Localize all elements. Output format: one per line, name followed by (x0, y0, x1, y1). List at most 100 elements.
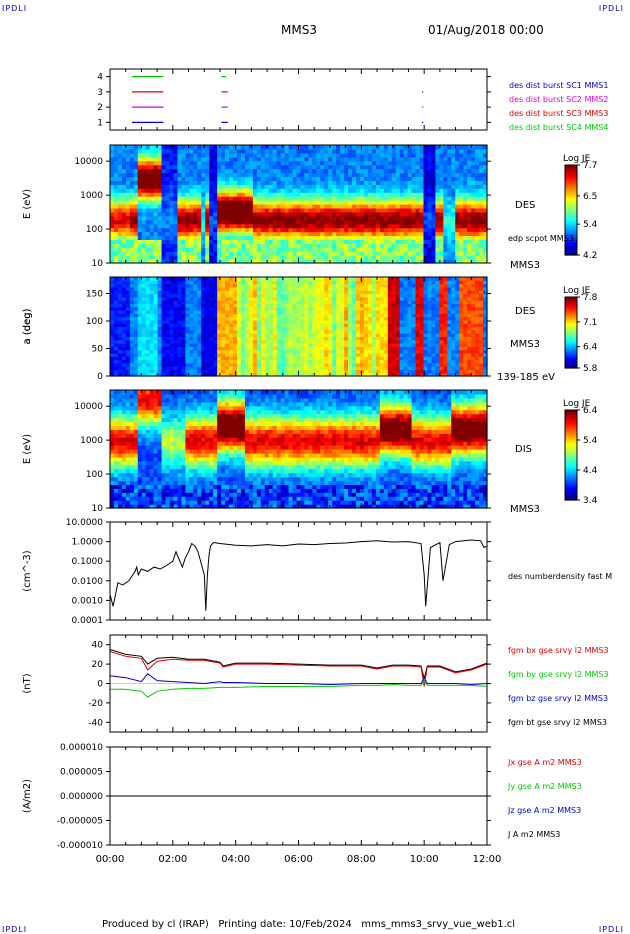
des-energy-pixel (296, 164, 302, 170)
des-pitch-pixel (185, 346, 190, 351)
des-energy-pixel (272, 239, 278, 244)
des-energy-pixel (201, 168, 206, 174)
des-pitch-pixel (137, 326, 143, 331)
des-pitch-pixel (280, 346, 286, 351)
des-energy-pixel (459, 164, 464, 170)
des-pitch-pixel (189, 366, 194, 370)
des-energy-pixel (141, 204, 147, 209)
des-energy-pixel (161, 172, 167, 178)
des-energy-pixel (236, 219, 242, 225)
des-energy-pixel (324, 243, 329, 248)
des-pitch-pixel (133, 296, 139, 301)
des-energy-pixel (475, 164, 480, 170)
des-energy-pixel (455, 152, 460, 158)
des-energy-pixel (447, 156, 452, 162)
des-energy-pixel (121, 156, 127, 162)
des-energy-pixel (411, 243, 417, 248)
des-energy-pixel (201, 255, 206, 260)
des-pitch-pixel (296, 306, 302, 311)
des-pitch-pixel (292, 293, 298, 298)
des-pitch-pixel (363, 310, 369, 314)
des-pitch-pixel (117, 362, 123, 367)
des-energy-pixel (110, 188, 115, 193)
des-pitch-pixel (356, 293, 361, 298)
des-energy-pixel (316, 145, 321, 150)
des-pitch-pixel (288, 306, 294, 311)
des-pitch-pixel (121, 339, 127, 344)
des-energy-pixel (225, 215, 230, 221)
des-energy-pixel (475, 176, 480, 181)
des-energy-pixel (248, 172, 254, 178)
des-energy-pixel (213, 219, 218, 225)
des-energy-pixel (110, 215, 115, 221)
des-energy-pixel (280, 200, 286, 205)
des-pitch-pixel (240, 290, 246, 295)
des-pitch-pixel (149, 339, 155, 344)
des-pitch-pixel (169, 329, 175, 334)
des-energy-pixel (233, 200, 238, 205)
des-pitch-pixel (360, 346, 365, 351)
des-energy-pixel (447, 168, 452, 174)
des-pitch-pixel (181, 323, 186, 328)
des-energy-pixel (129, 168, 135, 174)
des-energy-pixel (379, 235, 385, 240)
des-pitch-pixel (205, 336, 210, 341)
des-energy-pixel (288, 180, 294, 185)
des-pitch-pixel (221, 346, 226, 351)
des-energy-pixel (256, 184, 262, 189)
des-energy-pixel (312, 184, 317, 189)
des-energy-pixel (407, 164, 413, 170)
des-pitch-pixel (177, 319, 183, 324)
des-energy-pixel (348, 152, 353, 158)
des-pitch-pixel (129, 339, 135, 344)
des-energy-pixel (252, 152, 258, 158)
des-energy-pixel (169, 148, 175, 154)
des-energy-pixel (181, 231, 186, 237)
des-energy-pixel (141, 164, 147, 170)
des-pitch-pixel (276, 362, 282, 367)
des-energy-pixel (367, 231, 373, 237)
des-pitch-pixel (229, 343, 234, 347)
des-pitch-pixel (213, 372, 218, 377)
des-pitch-pixel (113, 366, 119, 370)
des-energy-pixel (344, 172, 349, 178)
des-pitch-pixel (280, 369, 286, 374)
des-pitch-pixel (213, 333, 218, 337)
des-pitch-pixel (292, 303, 298, 308)
des-energy-pixel (344, 231, 349, 237)
des-pitch-pixel (209, 346, 214, 351)
des-energy-pixel (252, 200, 258, 205)
des-energy-pixel (427, 255, 433, 260)
des-energy-pixel (113, 188, 119, 193)
des-energy-colorbar-cell (565, 241, 577, 245)
des-energy-pixel (260, 223, 266, 229)
des-energy-pixel (348, 219, 353, 225)
des-energy-pixel (427, 148, 433, 154)
des-pitch-pixel (288, 333, 294, 337)
des-energy-pixel (340, 259, 345, 264)
des-pitch-pixel (284, 369, 290, 374)
des-pitch-pixel (110, 319, 115, 324)
des-energy-pixel (344, 251, 349, 256)
des-energy-pixel (332, 196, 337, 201)
des-pitch-pixel (340, 343, 345, 347)
des-energy-pixel (399, 184, 405, 189)
des-pitch-pixel (300, 277, 306, 281)
des-energy-pixel (411, 192, 417, 197)
des-pitch-pixel (324, 333, 329, 337)
des-pitch-pixel (304, 313, 310, 318)
des-energy-pixel (483, 223, 488, 229)
des-pitch-pixel (185, 323, 190, 328)
des-energy-pixel (252, 145, 258, 150)
des-pitch-pixel (276, 296, 282, 301)
des-pitch-pixel (264, 352, 270, 357)
des-energy-pixel (340, 227, 345, 233)
des-energy-pixel (340, 196, 345, 201)
des-pitch-pixel (348, 333, 353, 337)
des-pitch-pixel (221, 286, 226, 291)
des-pitch-pixel (201, 346, 206, 351)
des-energy-pixel (375, 235, 381, 240)
des-energy-pixel (403, 184, 409, 189)
des-energy-pixel (367, 255, 373, 260)
des-energy-pixel (439, 247, 444, 252)
